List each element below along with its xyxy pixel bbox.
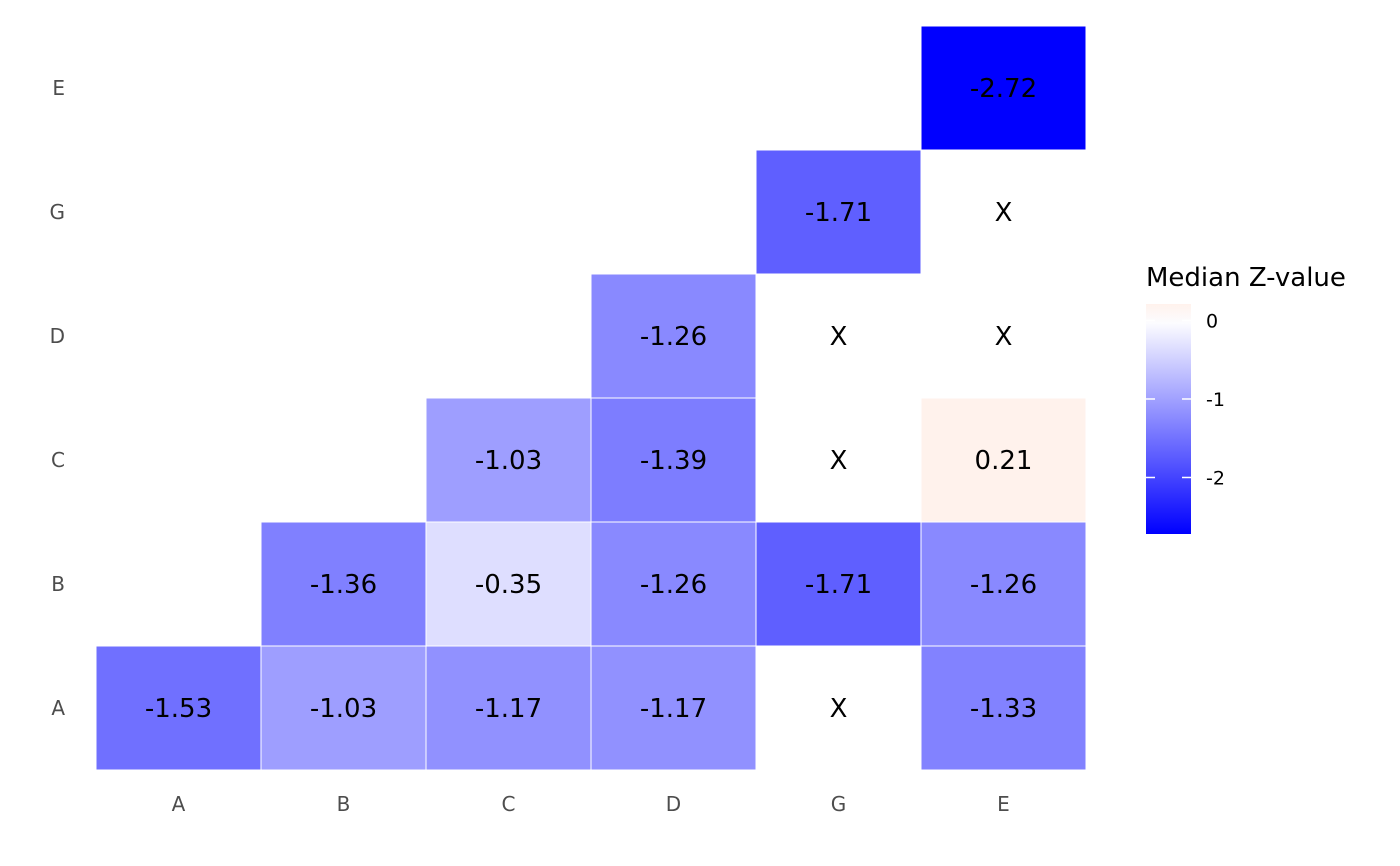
cell-g-g bbox=[755, 149, 922, 275]
cell-e-c bbox=[920, 397, 1087, 523]
legend-title: Median Z-value bbox=[1146, 263, 1346, 293]
cell-d-c bbox=[590, 397, 757, 523]
y-axis: A B C D G E bbox=[50, 76, 66, 720]
x-tick-label-e: E bbox=[997, 792, 1010, 816]
cell-e-a-label: -1.33 bbox=[970, 694, 1037, 724]
cell-b-b bbox=[260, 521, 427, 647]
cell-b-a bbox=[260, 645, 427, 771]
cell-d-d bbox=[590, 273, 757, 399]
cell-d-b-label: -1.26 bbox=[640, 570, 707, 600]
legend-tick-label: -2 bbox=[1206, 467, 1225, 489]
x-tick-label-g: G bbox=[831, 792, 847, 816]
cell-g-d-label: X bbox=[830, 322, 848, 352]
cell-g-b-label: -1.71 bbox=[805, 570, 872, 600]
cell-b-b-label: -1.36 bbox=[310, 570, 377, 600]
heatmap-cells bbox=[95, 25, 1087, 771]
cell-c-b bbox=[425, 521, 592, 647]
cell-c-a-label: -1.17 bbox=[475, 694, 542, 724]
y-tick-label-a: A bbox=[51, 696, 65, 720]
y-tick-label-e: E bbox=[52, 76, 65, 100]
cell-g-g-label: -1.71 bbox=[805, 198, 872, 228]
y-tick-label-g: G bbox=[50, 200, 66, 224]
legend: Median Z-value 0 -1 -2 bbox=[1146, 263, 1346, 534]
cell-g-a-label: X bbox=[830, 694, 848, 724]
cell-a-a bbox=[95, 645, 262, 771]
cell-d-b bbox=[590, 521, 757, 647]
cell-e-a bbox=[920, 645, 1087, 771]
cell-d-c-label: -1.39 bbox=[640, 446, 707, 476]
x-tick-label-a: A bbox=[172, 792, 186, 816]
cell-c-c-label: -1.03 bbox=[475, 446, 542, 476]
legend-ticks: 0 -1 -2 bbox=[1146, 310, 1225, 489]
cell-d-a-label: -1.17 bbox=[640, 694, 707, 724]
x-tick-label-b: B bbox=[337, 792, 351, 816]
y-tick-label-b: B bbox=[51, 572, 65, 596]
y-tick-label-d: D bbox=[50, 324, 65, 348]
cell-c-b-label: -0.35 bbox=[475, 570, 542, 600]
cell-e-g-label: X bbox=[995, 198, 1013, 228]
cell-d-a bbox=[590, 645, 757, 771]
cell-e-e bbox=[920, 25, 1087, 151]
cell-e-e-label: -2.72 bbox=[970, 74, 1037, 104]
cell-a-a-label: -1.53 bbox=[145, 694, 212, 724]
cell-b-a-label: -1.03 bbox=[310, 694, 377, 724]
cell-g-c-label: X bbox=[830, 446, 848, 476]
cell-e-b bbox=[920, 521, 1087, 647]
y-tick-label-c: C bbox=[51, 448, 65, 472]
legend-tick-label: 0 bbox=[1206, 310, 1218, 332]
x-tick-label-d: D bbox=[666, 792, 681, 816]
heatmap-cell-labels: -1.53 -1.03 -1.17 -1.17 X -1.33 -1.36 -0.35 -1.2… bbox=[145, 74, 1037, 724]
cell-e-c-label: 0.21 bbox=[975, 446, 1033, 476]
legend-tick-label: -1 bbox=[1206, 389, 1225, 411]
x-tick-label-c: C bbox=[502, 792, 516, 816]
cell-e-b-label: -1.26 bbox=[970, 570, 1037, 600]
cell-d-d-label: -1.26 bbox=[640, 322, 707, 352]
legend-colorbar bbox=[1146, 304, 1191, 534]
cell-g-b bbox=[755, 521, 922, 647]
cell-e-d-label: X bbox=[995, 322, 1013, 352]
